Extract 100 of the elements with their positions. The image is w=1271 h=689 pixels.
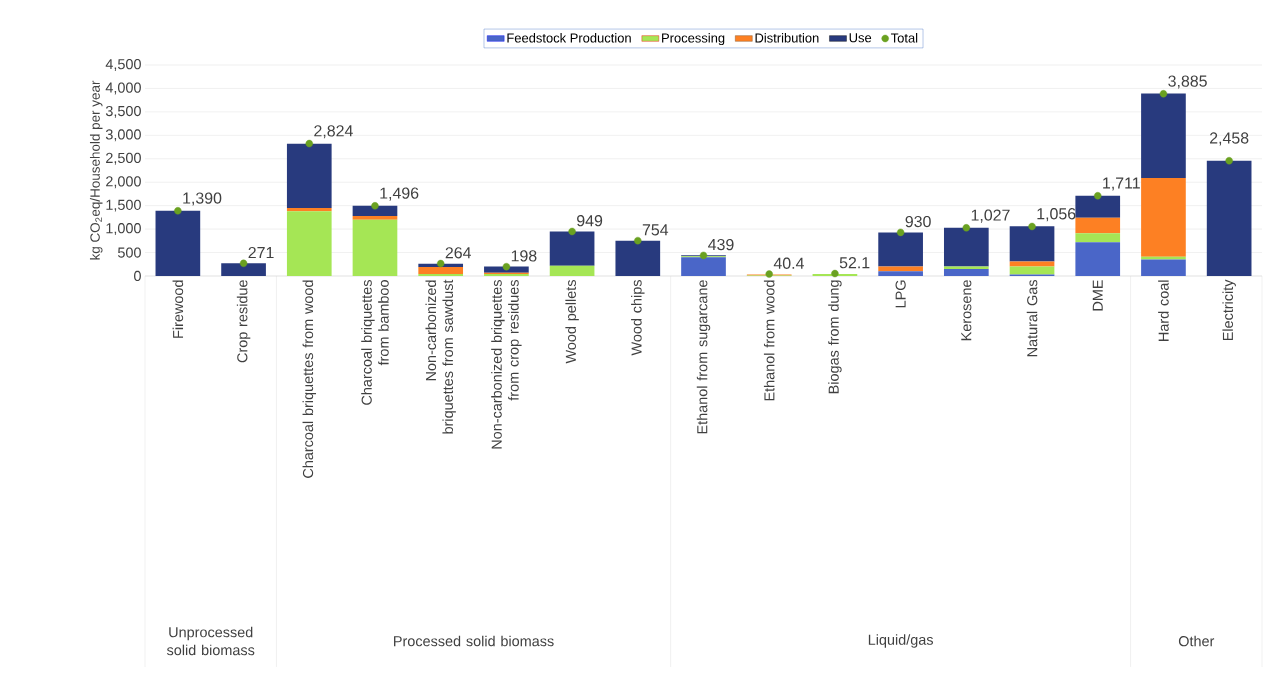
bar — [943, 268, 989, 276]
x-tick-label: Wood chips — [631, 280, 645, 356]
data-label: 1,390 — [183, 192, 222, 206]
point — [765, 270, 773, 278]
data-label: 1,496 — [380, 187, 419, 201]
x-tick-label: DME — [1092, 280, 1103, 311]
x-tick-label: Wood pellets — [565, 280, 579, 364]
data-label: 1,027 — [971, 209, 1010, 223]
bar — [221, 263, 266, 276]
x-tick-label: Kerosene — [961, 280, 972, 341]
point — [1225, 157, 1233, 165]
point — [174, 207, 182, 215]
y-tick-label: 2,500 — [106, 152, 141, 165]
bar — [1141, 93, 1186, 178]
legend-label: Distribution — [755, 33, 819, 43]
bar — [155, 210, 201, 276]
bar — [352, 219, 398, 276]
bar — [286, 211, 332, 276]
bar — [1075, 242, 1121, 276]
text: Unprocessed solid biomass — [166, 626, 255, 656]
x-tick-label: Non-carbonized briquettes from sawdust — [425, 279, 456, 434]
point — [831, 269, 839, 278]
point — [1028, 222, 1036, 231]
data-label: 52.1 — [839, 257, 870, 269]
data-label: 1,711 — [1103, 177, 1140, 191]
data-label: 2,458 — [1210, 132, 1249, 146]
x-tick-label: Biogas from dung — [828, 280, 842, 394]
text: Processed solid biomass — [394, 635, 554, 647]
bar — [1009, 266, 1055, 275]
bar — [484, 266, 529, 273]
point — [502, 263, 511, 271]
x-tick-label: Electricity — [1222, 279, 1236, 341]
x-tick-label: Firewood — [172, 280, 184, 338]
bar — [943, 227, 989, 267]
data-label: 1,056 — [1037, 208, 1076, 222]
point — [371, 202, 379, 210]
y-tick-label: 3,000 — [105, 129, 141, 142]
bar — [352, 205, 398, 216]
data-label: 264 — [445, 247, 471, 259]
data-label: 40.4 — [773, 257, 804, 269]
bar — [549, 231, 595, 266]
bar — [286, 143, 332, 208]
point — [568, 227, 576, 236]
data-label: 198 — [511, 250, 537, 262]
y-tick-label: 0 — [134, 270, 141, 282]
bar — [549, 265, 595, 276]
x-tick-label: Natural Gas — [1026, 280, 1038, 357]
y-axis-title: kg CO$_{2}$eq/Household per year — [89, 80, 103, 260]
y-tick-label: 3,500 — [105, 105, 141, 118]
legend-label: Feedstock Production — [507, 33, 631, 43]
data-label: 949 — [577, 215, 603, 227]
x-tick-label: Non-carbonized briquettes from crop residues — [491, 280, 522, 449]
bar — [1009, 226, 1055, 262]
x-tick-label: LPG — [895, 280, 906, 308]
bar — [1075, 195, 1121, 218]
bar — [418, 267, 464, 275]
bar — [878, 271, 923, 276]
bar — [1141, 177, 1186, 257]
y-tick-label: 1,000 — [106, 223, 141, 236]
bar — [681, 257, 726, 276]
x-tick-label: Crop residue — [236, 280, 251, 363]
point — [239, 259, 248, 267]
bar — [615, 240, 661, 276]
data-label: 2,824 — [314, 125, 353, 139]
point — [634, 236, 642, 245]
y-tick-label: 500 — [117, 247, 141, 258]
x-tick-label: Hard coal — [1158, 280, 1169, 341]
y-tick-label: 1,500 — [106, 199, 141, 212]
bar — [1141, 259, 1186, 276]
data-label: 930 — [905, 215, 931, 228]
data-label: 439 — [708, 238, 734, 251]
legend-label: Total — [890, 33, 918, 43]
point — [1159, 90, 1168, 98]
bar — [1009, 261, 1055, 267]
point — [436, 259, 445, 268]
bar — [1141, 256, 1186, 260]
point — [699, 251, 708, 260]
x-tick-label: Ethanol from sugarcane — [696, 280, 711, 434]
text: Liquid/gas — [868, 634, 934, 648]
bar — [878, 232, 923, 267]
data-label: 3,885 — [1168, 75, 1207, 89]
point — [305, 139, 313, 148]
y-tick-label: 4,000 — [105, 82, 141, 95]
data-label: 271 — [248, 246, 274, 259]
legend-label: Use — [849, 33, 872, 43]
data-label: 754 — [642, 224, 669, 236]
x-tick-label: Ethanol from wood — [763, 280, 775, 401]
x-tick-label: Charcoal briquettes from wood — [302, 280, 317, 478]
text: Other — [1178, 635, 1215, 647]
point — [896, 228, 905, 237]
x-tick-label: Charcoal briquettes from bamboo — [361, 280, 389, 405]
bar — [286, 208, 332, 212]
y-tick-label: 2,000 — [106, 176, 141, 189]
legend-label: Processing — [662, 33, 725, 46]
bar — [352, 215, 398, 220]
point — [1094, 192, 1102, 200]
bar — [1206, 160, 1252, 276]
y-tick-label: 4,500 — [105, 59, 141, 71]
point — [962, 224, 971, 232]
bar — [1075, 233, 1121, 243]
